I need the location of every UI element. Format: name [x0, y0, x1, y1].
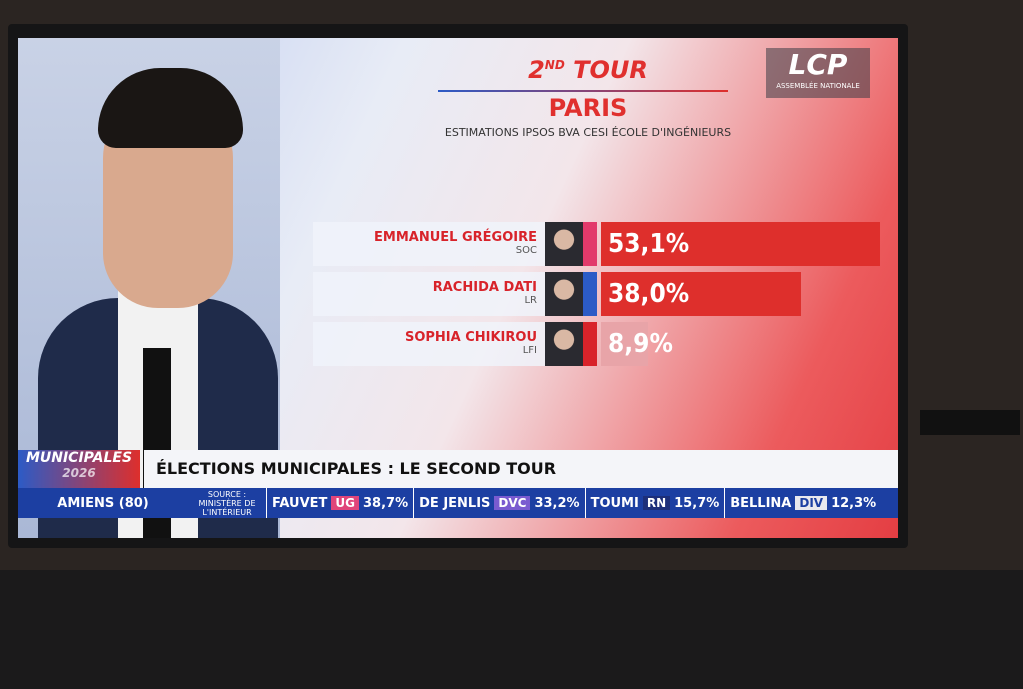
- ticker-entry: BELLINA DIV 12,3%: [724, 488, 881, 518]
- ticker-entries: FAUVET UG 38,7% DE JENLIS DVC 33,2% TOUMI RN 15,…: [266, 488, 881, 518]
- candidate-name-box: SOPHIA CHIKIROU LFI: [313, 322, 545, 366]
- ticker-party: DIV: [795, 496, 828, 510]
- round-suffix: ND: [544, 58, 565, 72]
- ticker-entry: FAUVET UG 38,7%: [266, 488, 413, 518]
- city: PARIS: [548, 94, 628, 122]
- candidate-party: LR: [524, 295, 537, 306]
- furniture: [0, 570, 1023, 689]
- candidate-name-box: EMMANUEL GRÉGOIRE SOC: [313, 222, 545, 266]
- round-number: 2: [528, 56, 545, 84]
- banner-label: MUNICIPALES: [25, 450, 133, 466]
- candidate-photo: [545, 222, 583, 266]
- candidate-name: EMMANUEL GRÉGOIRE: [374, 230, 537, 245]
- candidate-party: LFI: [522, 345, 537, 356]
- party-strip: [583, 322, 597, 366]
- round-title: 2ND TOUR: [438, 56, 738, 84]
- ticker-party: RN: [642, 496, 671, 510]
- banner-year: 2026: [62, 466, 96, 480]
- ticker: AMIENS (80) SOURCE : MINISTÈRE DE L'INTÉ…: [18, 488, 898, 518]
- headline: ÉLECTIONS MUNICIPALES : LE SECOND TOUR: [144, 450, 898, 488]
- ticker-entry: DE JENLIS DVC 33,2%: [413, 488, 584, 518]
- party-strip: [583, 222, 597, 266]
- logo-name: LCP: [788, 48, 848, 81]
- round-word: TOUR: [573, 56, 648, 84]
- ticker-result: 33,2%: [534, 495, 580, 511]
- ticker-result: 15,7%: [674, 495, 720, 511]
- ticker-result: 12,3%: [831, 495, 877, 511]
- candidate-photo: [545, 322, 583, 366]
- result-bar: [601, 272, 801, 316]
- ticker-entry: TOUMI RN 15,7%: [584, 488, 725, 518]
- ticker-name: TOUMI: [590, 495, 639, 511]
- candidate-party: SOC: [515, 245, 537, 256]
- ticker-name: FAUVET: [272, 495, 328, 511]
- result-label: 53,1%: [608, 229, 690, 259]
- ticker-source: SOURCE : MINISTÈRE DE L'INTÉRIEUR: [198, 489, 256, 517]
- screen: 2ND TOUR PARIS ESTIMATIONS IPSOS BVA CES…: [18, 38, 898, 538]
- candidate-name-box: RACHIDA DATI LR: [313, 272, 545, 316]
- divider: [438, 90, 728, 92]
- ticker-result: 38,7%: [363, 495, 409, 511]
- result-label: 38,0%: [608, 279, 690, 309]
- presenter-image: [18, 38, 280, 538]
- banner-badge: MUNICIPALES 2026: [18, 450, 140, 488]
- result-bar: [601, 322, 648, 366]
- candidate-photo: [545, 272, 583, 316]
- ticker-party: UG: [331, 496, 360, 510]
- logo-tagline: ASSEMBLÉE NATIONALE: [776, 82, 860, 90]
- result-label: 8,9%: [608, 329, 673, 359]
- device: [920, 410, 1020, 435]
- ticker-city: AMIENS (80): [57, 495, 149, 511]
- result-bar: [601, 222, 880, 266]
- candidate-name: SOPHIA CHIKIROU: [404, 330, 537, 345]
- ticker-name: BELLINA: [730, 495, 792, 511]
- party-strip: [583, 272, 597, 316]
- logo: LCP ASSEMBLÉE NATIONALE: [766, 48, 870, 98]
- ticker-name: DE JENLIS: [419, 495, 491, 511]
- candidate-name: RACHIDA DATI: [432, 280, 537, 295]
- subtitle: ESTIMATIONS IPSOS BVA CESI ÉCOLE D'INGÉN…: [444, 126, 732, 139]
- hair: [98, 68, 243, 148]
- ticker-party: DVC: [494, 496, 531, 510]
